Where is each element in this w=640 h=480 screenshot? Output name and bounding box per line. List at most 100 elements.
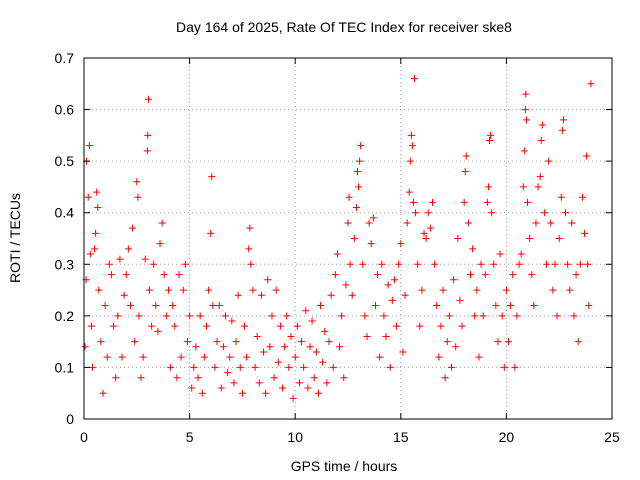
data-point bbox=[557, 193, 565, 201]
data-point bbox=[384, 281, 392, 289]
data-point bbox=[515, 260, 523, 268]
data-point bbox=[574, 338, 582, 346]
data-point bbox=[295, 379, 303, 387]
data-point bbox=[253, 332, 261, 340]
data-point bbox=[144, 95, 152, 103]
data-point bbox=[306, 343, 314, 351]
data-point bbox=[101, 302, 109, 310]
data-point bbox=[143, 147, 151, 155]
data-point bbox=[475, 353, 483, 361]
data-point bbox=[439, 286, 447, 294]
data-point bbox=[114, 312, 122, 320]
data-point bbox=[487, 131, 495, 139]
data-point bbox=[345, 193, 353, 201]
data-point bbox=[549, 286, 557, 294]
data-point bbox=[494, 338, 502, 346]
data-point bbox=[426, 224, 434, 232]
data-point bbox=[492, 302, 500, 310]
data-point bbox=[310, 374, 318, 382]
data-point bbox=[361, 312, 369, 320]
data-point bbox=[559, 116, 567, 124]
data-point bbox=[202, 322, 210, 330]
data-point bbox=[95, 286, 103, 294]
data-point bbox=[175, 271, 183, 279]
data-point bbox=[141, 255, 149, 263]
x-tick-label: 10 bbox=[287, 429, 303, 445]
data-point bbox=[401, 291, 409, 299]
y-tick-label: 0.5 bbox=[55, 153, 75, 169]
data-point bbox=[285, 363, 293, 371]
data-point bbox=[530, 302, 538, 310]
grid bbox=[84, 58, 612, 419]
y-tick-label: 0.6 bbox=[55, 102, 75, 118]
data-point bbox=[374, 271, 382, 279]
data-point bbox=[331, 271, 339, 279]
data-point bbox=[135, 312, 143, 320]
data-point bbox=[484, 183, 492, 191]
x-tick-label: 20 bbox=[499, 429, 515, 445]
data-point bbox=[249, 286, 257, 294]
data-point bbox=[378, 260, 386, 268]
data-point bbox=[479, 312, 487, 320]
data-point bbox=[118, 353, 126, 361]
data-point bbox=[350, 235, 358, 242]
data-point bbox=[160, 271, 168, 279]
data-point bbox=[137, 374, 145, 382]
data-point bbox=[232, 338, 240, 346]
data-point bbox=[371, 302, 379, 310]
data-point bbox=[99, 389, 107, 397]
data-point bbox=[456, 296, 464, 304]
data-point bbox=[447, 363, 455, 371]
data-point bbox=[266, 343, 274, 351]
data-point bbox=[568, 219, 576, 227]
data-point bbox=[255, 379, 263, 387]
data-point bbox=[346, 260, 354, 268]
data-point bbox=[312, 348, 320, 356]
data-point bbox=[205, 286, 213, 294]
data-point bbox=[399, 348, 407, 356]
data-point bbox=[471, 312, 479, 320]
data-point bbox=[336, 343, 344, 351]
data-point bbox=[469, 245, 477, 253]
data-point bbox=[369, 214, 377, 222]
y-tick-label: 0.1 bbox=[55, 359, 75, 375]
data-point bbox=[188, 384, 196, 392]
data-point bbox=[481, 271, 489, 279]
y-tick-label: 0 bbox=[66, 411, 74, 427]
data-point bbox=[566, 286, 574, 294]
data-point bbox=[553, 312, 561, 320]
data-point bbox=[217, 384, 225, 392]
data-point bbox=[490, 260, 498, 268]
data-point bbox=[498, 312, 506, 320]
data-point bbox=[317, 302, 325, 310]
data-point bbox=[190, 363, 198, 371]
data-point bbox=[321, 327, 329, 335]
y-tick-label: 0.4 bbox=[55, 205, 75, 221]
data-point bbox=[509, 271, 517, 279]
data-point bbox=[291, 353, 299, 361]
data-point bbox=[486, 137, 494, 145]
y-tick-label: 0.3 bbox=[55, 256, 75, 272]
data-point bbox=[270, 374, 278, 382]
data-point bbox=[167, 363, 175, 371]
data-point bbox=[408, 142, 416, 150]
data-point bbox=[445, 312, 453, 320]
data-point bbox=[91, 245, 99, 253]
data-point bbox=[329, 363, 337, 371]
data-point bbox=[483, 198, 491, 206]
data-point bbox=[450, 276, 458, 284]
data-point bbox=[87, 322, 95, 330]
data-point bbox=[150, 260, 158, 268]
data-point bbox=[587, 80, 595, 88]
data-point bbox=[94, 204, 102, 212]
data-point bbox=[414, 260, 422, 268]
data-point bbox=[268, 312, 276, 320]
data-point bbox=[107, 271, 115, 279]
chart-title: Day 164 of 2025, Rate Of TEC Index for r… bbox=[176, 19, 512, 35]
data-point bbox=[289, 394, 297, 402]
data-point bbox=[507, 302, 515, 310]
data-point bbox=[213, 338, 221, 346]
data-point bbox=[319, 358, 327, 366]
x-tick-label: 5 bbox=[186, 429, 194, 445]
data-point bbox=[505, 338, 513, 346]
